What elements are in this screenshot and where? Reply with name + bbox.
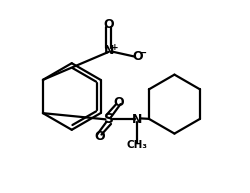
Text: CH₃: CH₃ xyxy=(127,140,148,150)
Text: O: O xyxy=(113,96,124,109)
Text: +: + xyxy=(111,43,118,52)
Text: −: − xyxy=(139,48,147,58)
Text: N: N xyxy=(132,113,142,126)
Text: S: S xyxy=(104,112,114,126)
Text: O: O xyxy=(104,18,114,31)
Text: O: O xyxy=(132,50,143,63)
Text: O: O xyxy=(94,130,105,143)
Text: N: N xyxy=(104,44,114,57)
